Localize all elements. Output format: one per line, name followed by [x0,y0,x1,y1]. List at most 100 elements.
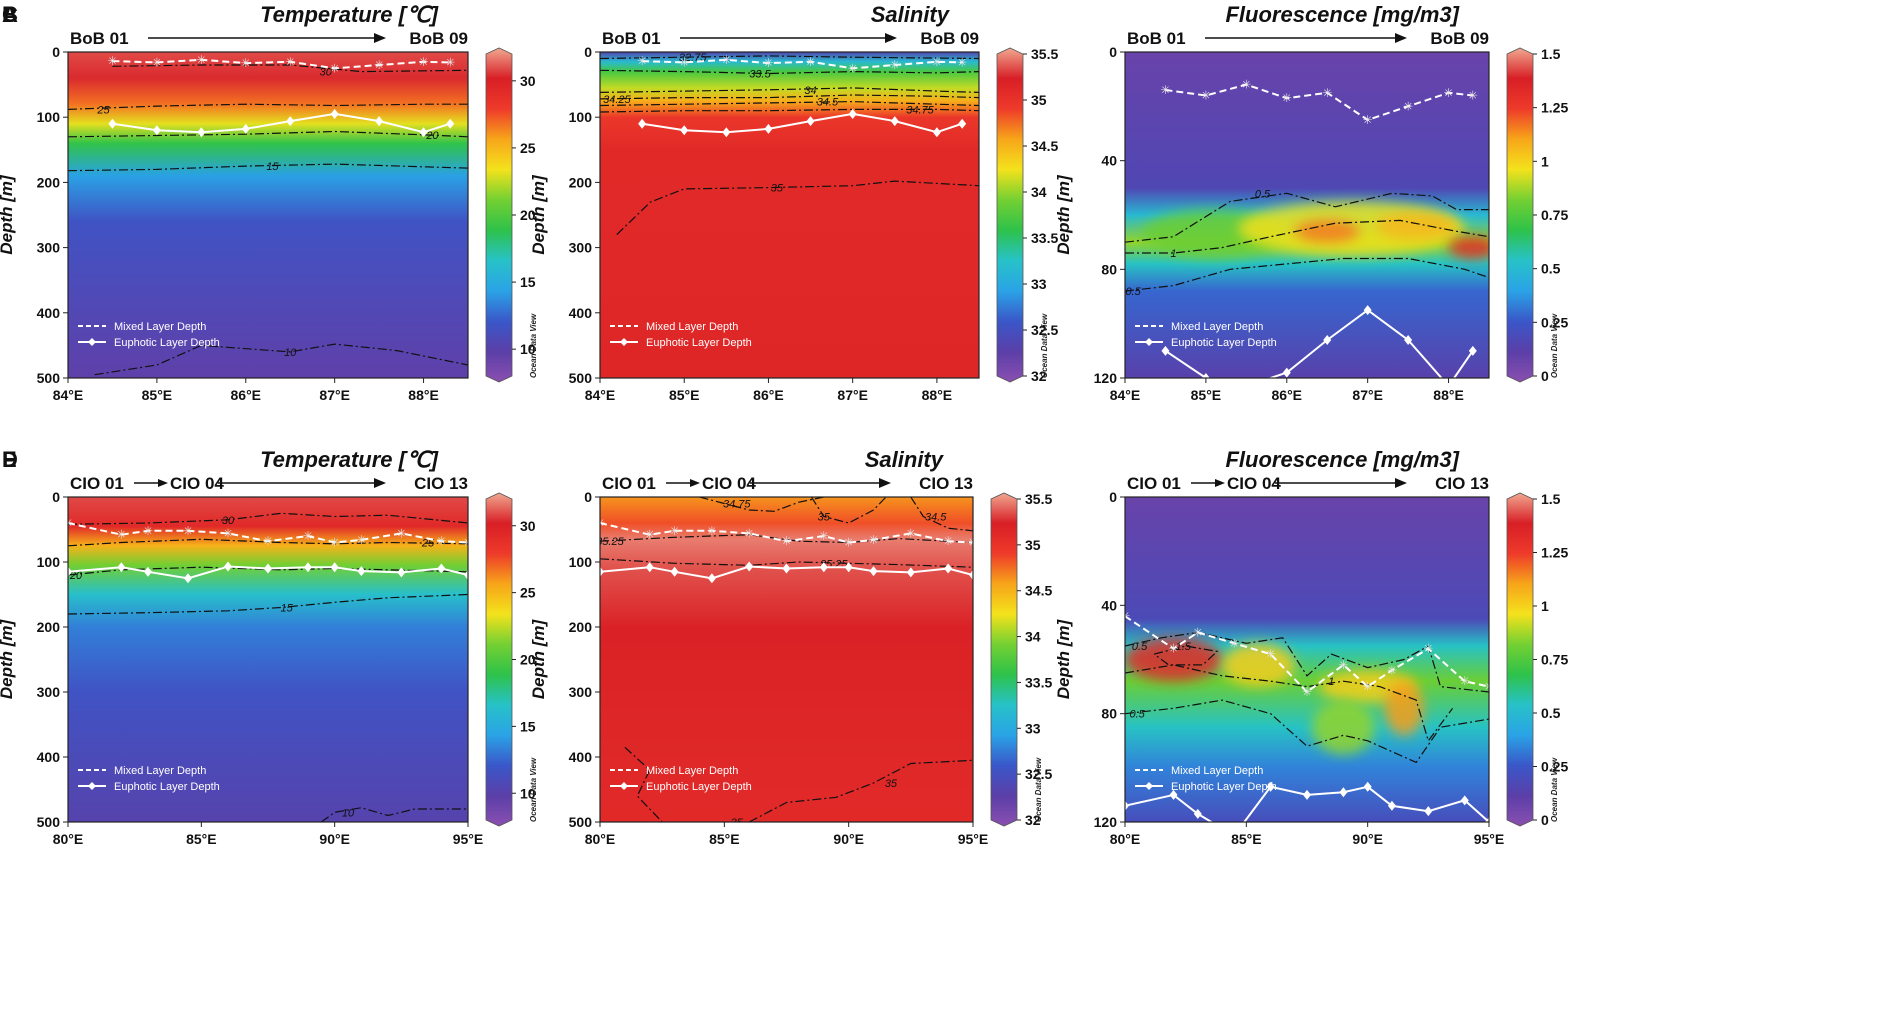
contour-label: 35 [731,817,744,829]
odv-watermark: Ocean Data View [529,757,538,822]
station-end-label: BoB 09 [1430,29,1489,48]
mixed-layer-marker: ✳ [595,516,605,530]
colorbar-tick-label: 0.25 [1541,314,1568,330]
mixed-layer-marker: ✳ [223,526,233,540]
euphotic-layer-marker [670,566,679,577]
mixed-layer-marker: ✳ [844,536,854,550]
legend-eld-marker [620,782,628,790]
mixed-layer-marker: ✳ [303,529,313,543]
x-tick-label: 95°E [453,831,484,847]
y-tick-label: 400 [569,749,593,765]
mixed-layer-marker: ✳ [1160,83,1170,97]
plot-frame [67,51,469,379]
mixed-layer-marker: ✳ [932,55,942,69]
y-tick-label: 500 [569,814,593,830]
x-tick-label: 85°E [669,387,700,403]
euphotic-layer-marker [680,125,689,136]
y-tick-label: 40 [1101,597,1117,613]
contour-label: 34.5 [925,512,947,524]
contour-label: 35 [885,778,898,790]
panel-d: D Temperature [℃] 30 25 20 15 10 ✳ ✳ ✳ ✳ ✳ ✳ ✳ ✳ ✳ ✳ ✳ ✳ Mi… [0,447,538,847]
colorbar-tick-label: 0 [1541,368,1549,384]
mixed-layer-marker: ✳ [107,54,117,68]
euphotic-layer-marker [819,562,828,573]
panel-title: Fluorescence [mg/m3] [1225,447,1459,472]
colorbar [1506,47,1534,383]
euphotic-layer-marker [869,566,878,577]
colorbar-tick-label: 1.25 [1541,100,1568,116]
contour-label: 15 [266,161,279,173]
euphotic-layer-marker [464,570,468,580]
x-tick-label: 80°E [53,831,84,847]
contour-line [699,497,824,512]
euphotic-layer-marker [645,562,654,573]
mixed-layer-marker: ✳ [1282,91,1292,105]
plot-area: 0.5 1 0.5 ✳ ✳ ✳ ✳ ✳ ✳ ✳ ✳ ✳ [1125,78,1489,378]
colorbar [1506,492,1534,827]
legend-eld-label: Euphotic Layer Depth [646,337,752,349]
station-arrowhead [1395,33,1407,43]
y-tick-label: 120 [1094,814,1118,830]
euphotic-layer-marker [304,562,312,573]
colorbar-tick-label: 34.5 [1025,583,1052,599]
y-tick-label: 40 [1101,153,1117,169]
mixed-layer-marker: ✳ [396,526,406,540]
euphotic-layer-marker [1282,367,1291,378]
colorbar-tick-label: 1.5 [1541,46,1561,62]
colorbar-tick-label: 33.5 [1025,674,1052,690]
colorbar-tick-label: 32 [1031,368,1047,384]
euphotic-layer-marker [419,127,428,138]
euphotic-layer-marker [1161,345,1170,356]
euphotic-layer-marker [330,108,339,119]
mixed-layer-marker: ✳ [330,536,340,550]
panel-a: A Temperature [℃] 30 25 20 15 10 ✳ ✳ ✳ ✳ ✳ ✳ ✳ ✳ ✳ Mixed… [0,2,538,403]
y-tick-label: 80 [1101,706,1117,722]
mixed-layer-line [600,522,973,544]
legend-eld-marker [88,782,96,790]
mixed-layer-marker: ✳ [637,54,647,68]
contour-line [600,558,973,568]
y-tick-label: 300 [569,240,593,256]
mixed-layer-marker: ✳ [1193,625,1203,639]
euphotic-layer-marker [764,123,773,134]
euphotic-layer-marker [1323,334,1332,345]
mixed-layer-marker: ✳ [906,526,916,540]
heatmap-patch [1384,681,1424,736]
station-mid-label: CIO 04 [1227,474,1281,493]
euphotic-layer-marker [375,116,384,127]
y-tick-label: 0 [584,489,592,505]
euphotic-layer-marker [1339,787,1348,798]
euphotic-layer-marker [117,562,126,573]
x-tick-label: 95°E [1474,831,1505,847]
y-tick-label: 200 [569,174,593,190]
mixed-layer-marker: ✳ [968,536,978,550]
contour-label: 35 [771,183,784,195]
mixed-layer-marker: ✳ [445,55,455,69]
colorbar-tick-label: 20 [520,652,536,668]
station-mid-label: CIO 04 [702,474,756,493]
euphotic-layer-marker [1201,373,1210,378]
colorbar-tick-label: 35 [1031,92,1047,108]
colorbar-tick-label: 0.5 [1541,705,1561,721]
panel-c: C Fluorescence [mg/m3] 0.5 1 0.5 ✳ ✳ ✳ ✳ ✳ ✳ ✳ ✳ ✳ Mix… [2,2,1568,403]
euphotic-layer-marker [286,116,295,127]
y-tick-label: 100 [37,109,61,125]
legend-eld-marker [1145,338,1153,346]
station-end-label: CIO 13 [414,474,468,493]
mixed-layer-marker: ✳ [1468,88,1478,102]
euphotic-layer-marker [844,562,853,573]
contour-line [94,343,468,376]
x-tick-label: 84°E [1110,387,1141,403]
station-arrowhead [1395,478,1407,488]
euphotic-layer-marker [1404,334,1413,345]
contour-line [600,69,979,75]
x-tick-label: 85°E [142,387,173,403]
euphotic-layer-marker [932,127,941,138]
contour-line [600,108,979,113]
mixed-layer-marker: ✳ [957,55,967,69]
contour-line [1125,219,1489,254]
panel-letter: A [2,2,18,27]
euphotic-layer-marker [184,573,192,584]
y-tick-label: 100 [569,554,593,570]
